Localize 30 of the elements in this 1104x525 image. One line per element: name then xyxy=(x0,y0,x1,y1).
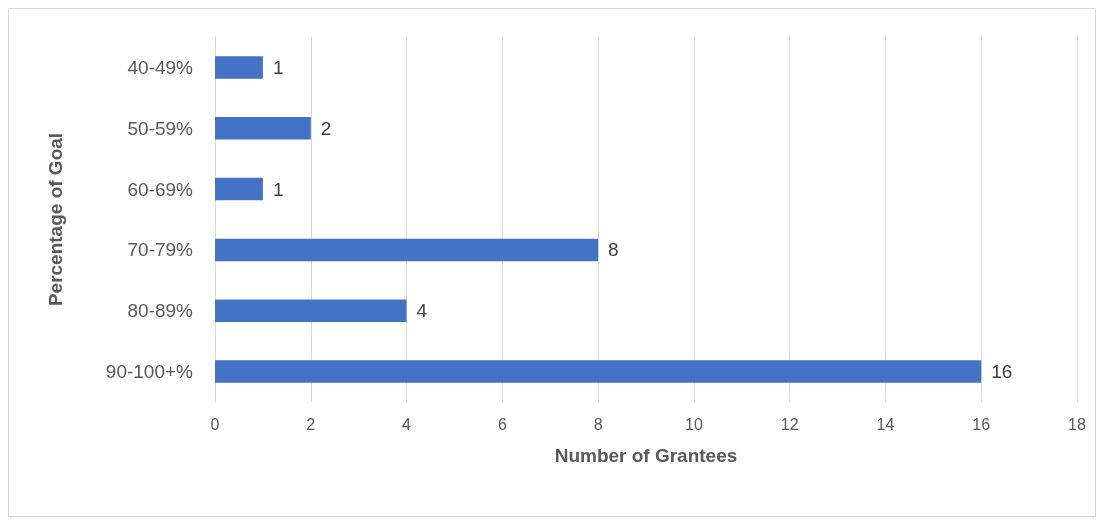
x-tick-label: 16 xyxy=(972,415,991,433)
data-label: 16 xyxy=(991,361,1013,383)
y-tick-label: 70-79% xyxy=(127,239,194,261)
x-axis-title: Number of Grantees xyxy=(554,445,738,466)
x-tick-label: 0 xyxy=(210,415,220,433)
bar xyxy=(215,238,599,262)
data-label: 1 xyxy=(272,56,284,78)
x-tick-label: 14 xyxy=(876,415,895,433)
data-label: 8 xyxy=(608,239,619,261)
x-tick-label: 10 xyxy=(684,415,703,433)
bar xyxy=(215,177,263,201)
bar xyxy=(215,56,263,79)
y-tick-label: 90-100+% xyxy=(105,361,194,383)
y-axis-title: Percentage of Goal xyxy=(45,132,66,307)
data-label: 4 xyxy=(416,300,428,322)
data-label: 2 xyxy=(320,117,332,139)
y-tick-label: 60-69% xyxy=(127,178,194,200)
bar xyxy=(215,299,407,322)
data-label: 1 xyxy=(272,178,284,200)
x-tick-label: 18 xyxy=(1068,415,1086,433)
x-tick-label: 8 xyxy=(593,415,603,433)
x-tick-label: 6 xyxy=(497,415,507,433)
bar xyxy=(215,360,982,383)
x-tick-label: 12 xyxy=(780,415,799,433)
x-tick-label: 2 xyxy=(306,415,316,433)
bar xyxy=(215,117,311,140)
y-tick-label: 80-89% xyxy=(127,300,194,322)
x-tick-label: 4 xyxy=(402,415,412,433)
y-tick-label: 50-59% xyxy=(127,117,194,139)
y-tick-label: 40-49% xyxy=(127,56,194,78)
